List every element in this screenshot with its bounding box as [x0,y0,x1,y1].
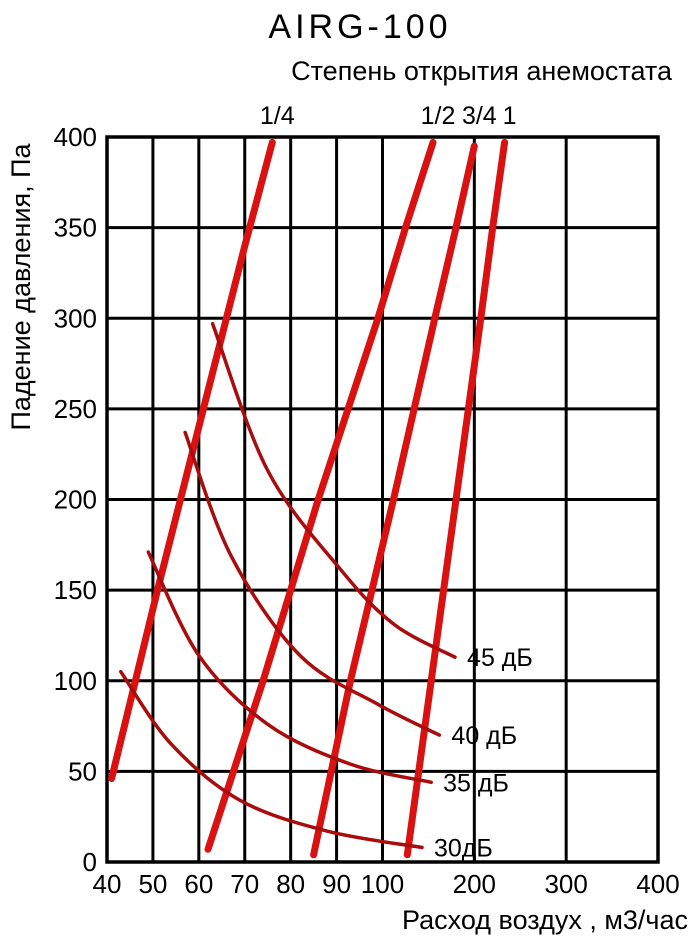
opening-curve [403,138,509,859]
opening-curve-label: 1/2 [421,102,456,130]
x-tick-label: 80 [276,869,305,899]
x-tick-label: 70 [230,869,259,899]
y-tick-label: 250 [54,394,97,424]
noise-curve [210,321,457,659]
y-tick-label: 100 [54,666,97,696]
y-tick-label: 400 [54,122,97,152]
opening-curve [204,138,437,853]
x-tick-label: 60 [184,869,213,899]
y-tick-label: 300 [54,303,97,333]
chart-title: AIRG-100 [268,8,452,46]
chart-subtitle: Степень открытия анемостата [291,56,672,86]
x-tick-label: 50 [138,869,167,899]
plot-border [105,135,660,864]
x-tick-label: 100 [361,869,404,899]
noise-curve-label: 30дБ [434,835,493,863]
x-tick-label: 300 [544,869,587,899]
noise-curve [146,550,433,785]
y-tick-label: 50 [68,756,97,786]
noise-curve-label: 40 дБ [451,722,517,750]
opening-curve [108,138,276,783]
x-axis-title: Расход воздух , м3/час [402,905,688,935]
opening-curve-label: 3/4 [462,102,497,130]
noise-curve [119,669,424,850]
y-tick-label: 150 [54,575,97,605]
x-tick-label: 90 [322,869,351,899]
noise-curve-label: 45 дБ [467,644,533,672]
opening-curve-label: 1/4 [260,102,295,130]
x-tick-label: 40 [93,869,122,899]
opening-curve-label: 1 [503,102,517,130]
opening-curve [310,142,478,859]
x-tick-label: 200 [453,869,496,899]
noise-curve-label: 35 дБ [443,769,509,797]
y-tick-label: 350 [54,213,97,243]
x-tick-label: 400 [636,869,679,899]
y-tick-label: 0 [83,847,97,877]
y-tick-label: 200 [54,485,97,515]
noise-curve [183,430,442,737]
